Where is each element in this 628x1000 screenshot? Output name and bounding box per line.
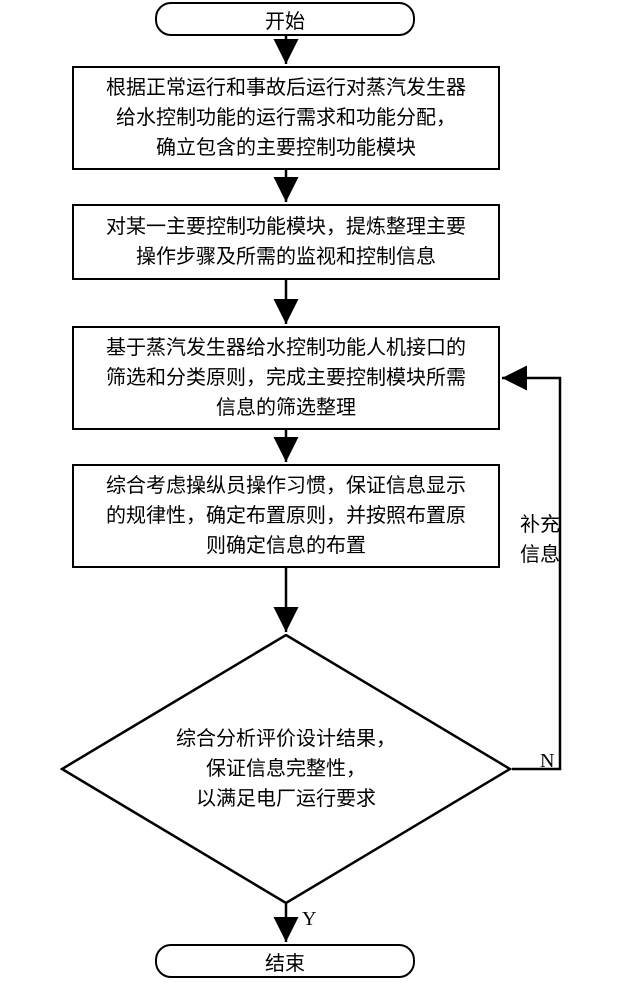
process-3-label: 基于蒸汽发生器给水控制功能人机接口的 筛选和分类原则，完成主要控制模块所需 信息…	[106, 333, 466, 423]
process-2: 对某一主要控制功能模块，提炼整理主要 操作步骤及所需的监视和控制信息	[72, 204, 500, 280]
process-4: 综合考虑操纵员操作习惯，保证信息显示 的规律性，确定布置原则，并按照布置原 则确…	[72, 464, 500, 568]
start-node: 开始	[155, 2, 415, 36]
end-label: 结束	[265, 947, 305, 976]
label-feedback: 补充 信息	[520, 510, 560, 570]
process-1: 根据正常运行和事故后运行对蒸汽发生器 给水控制功能的运行需求和功能分配， 确立包…	[72, 66, 500, 170]
start-label: 开始	[265, 5, 305, 34]
label-yes: Y	[302, 908, 316, 931]
process-3: 基于蒸汽发生器给水控制功能人机接口的 筛选和分类原则，完成主要控制模块所需 信息…	[72, 326, 500, 430]
process-2-label: 对某一主要控制功能模块，提炼整理主要 操作步骤及所需的监视和控制信息	[106, 212, 466, 272]
process-1-label: 根据正常运行和事故后运行对蒸汽发生器 给水控制功能的运行需求和功能分配， 确立包…	[106, 73, 466, 163]
flowchart-container: 开始 根据正常运行和事故后运行对蒸汽发生器 给水控制功能的运行需求和功能分配， …	[0, 0, 628, 1000]
process-4-label: 综合考虑操纵员操作习惯，保证信息显示 的规律性，确定布置原则，并按照布置原 则确…	[106, 471, 466, 561]
decision-1-label: 综合分析评价设计结果， 保证信息完整性， 以满足电厂运行要求	[176, 724, 396, 814]
label-no: N	[540, 750, 554, 773]
end-node: 结束	[155, 944, 415, 978]
decision-1: 综合分析评价设计结果， 保证信息完整性， 以满足电厂运行要求	[60, 634, 512, 904]
